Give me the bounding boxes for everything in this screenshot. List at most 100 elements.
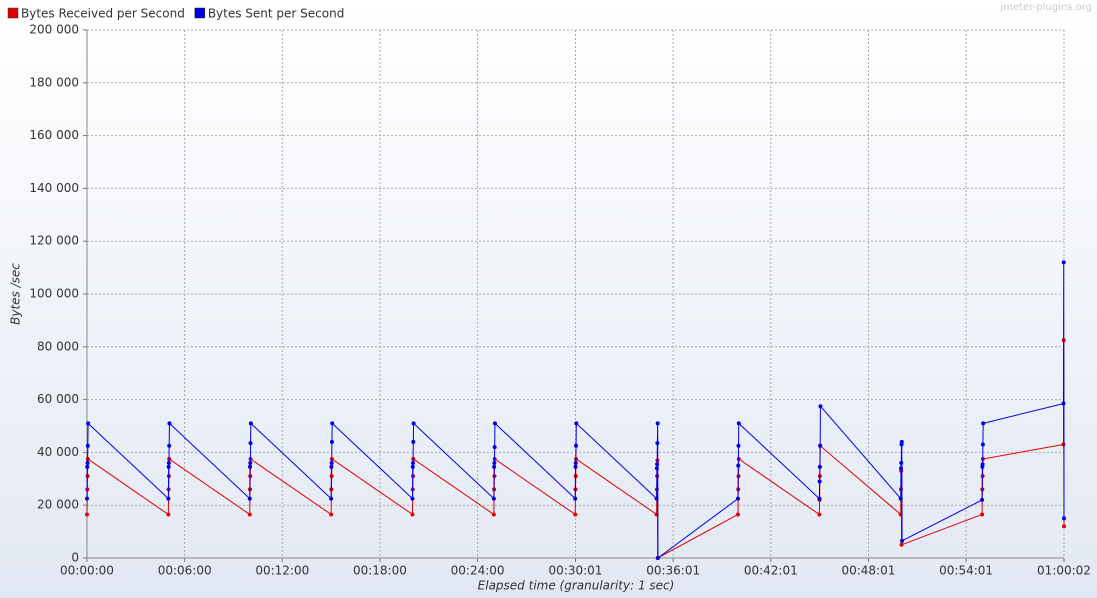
data-point (411, 460, 416, 465)
x-tick-label: 00:06:00 (158, 564, 212, 578)
x-tick-label: 00:18:00 (353, 564, 407, 578)
y-tick-label: 60 000 (37, 392, 79, 406)
data-point (329, 439, 334, 444)
data-point (898, 496, 903, 501)
data-point (1062, 524, 1066, 529)
data-point (248, 441, 253, 446)
y-tick-label: 40 000 (37, 445, 79, 459)
data-point (899, 542, 904, 547)
data-point (330, 421, 335, 426)
data-point (492, 445, 497, 450)
data-point (85, 460, 90, 465)
x-tick-label: 00:42:01 (744, 564, 798, 578)
data-point (654, 466, 659, 471)
data-point (247, 496, 252, 501)
data-point (411, 439, 416, 444)
y-tick-label: 200 000 (29, 23, 79, 37)
data-point (491, 512, 496, 517)
data-point (410, 464, 415, 469)
y-tick-label: 160 000 (29, 128, 79, 142)
data-point (980, 442, 985, 447)
data-point (980, 462, 985, 467)
data-point (167, 443, 172, 448)
x-tick-label: 00:36:01 (646, 564, 700, 578)
data-point (85, 496, 89, 501)
data-point (411, 421, 416, 426)
data-point (817, 479, 822, 484)
data-point (85, 512, 89, 517)
data-point (329, 460, 334, 465)
data-point (492, 421, 497, 426)
data-point (166, 460, 171, 465)
y-tick-label: 140 000 (29, 181, 79, 195)
data-point (736, 443, 741, 448)
x-tick-label: 00:12:00 (255, 564, 309, 578)
y-tick-label: 100 000 (29, 287, 79, 301)
legend-swatch (194, 7, 206, 19)
data-point (85, 464, 90, 469)
data-point (86, 421, 91, 426)
data-point (818, 404, 823, 409)
x-axis-title: Elapsed time (granularity: 1 sec) (478, 579, 675, 593)
x-tick-label: 00:30:01 (549, 564, 603, 578)
data-point (655, 441, 660, 446)
x-tick-label: 00:54:01 (939, 564, 993, 578)
data-point (736, 463, 741, 468)
data-point (899, 439, 904, 444)
data-point (817, 512, 822, 517)
x-tick-label: 01:00:02 (1037, 564, 1091, 578)
data-point (573, 460, 578, 465)
legend-swatch (7, 7, 19, 19)
data-point (981, 421, 986, 426)
data-point (167, 421, 172, 426)
data-point (574, 443, 579, 448)
data-point (655, 556, 660, 560)
data-point (166, 464, 171, 469)
data-point (654, 496, 659, 501)
data-point (248, 421, 253, 426)
y-tick-label: 20 000 (37, 498, 79, 512)
data-point (1061, 260, 1066, 265)
data-point (817, 496, 822, 501)
data-point (492, 464, 497, 469)
data-point (248, 464, 253, 469)
data-point (166, 496, 171, 501)
data-point (735, 496, 740, 501)
data-point (735, 512, 740, 517)
y-axis-title: Bytes /sec (9, 263, 23, 325)
data-point (818, 443, 823, 448)
y-tick-label: 80 000 (37, 339, 79, 353)
data-point (248, 460, 253, 465)
data-point (899, 460, 904, 465)
data-point (573, 464, 578, 469)
data-point (166, 512, 171, 517)
data-point (247, 512, 252, 517)
data-point (736, 421, 741, 426)
data-point (655, 421, 660, 426)
legend-label: Bytes Received per Second (21, 7, 185, 21)
data-point (573, 496, 578, 501)
watermark: jmeter-plugins.org (999, 2, 1092, 13)
data-point (329, 464, 334, 469)
data-point (817, 464, 822, 469)
data-point (329, 496, 334, 501)
data-point (655, 462, 660, 467)
y-tick-label: 180 000 (29, 75, 79, 89)
data-point (900, 538, 905, 543)
y-tick-label: 120 000 (29, 234, 79, 248)
data-point (980, 512, 985, 517)
data-point (85, 443, 90, 448)
legend-label: Bytes Sent per Second (208, 7, 345, 21)
x-tick-label: 00:00:00 (60, 564, 114, 578)
data-point (574, 421, 579, 426)
data-point (1062, 516, 1066, 521)
x-tick-label: 00:48:01 (841, 564, 895, 578)
data-point (1061, 401, 1066, 406)
data-point (329, 512, 334, 517)
data-point (492, 460, 497, 465)
data-point (410, 512, 415, 517)
data-point (410, 496, 415, 501)
data-point (491, 496, 496, 501)
x-tick-label: 00:24:00 (451, 564, 505, 578)
